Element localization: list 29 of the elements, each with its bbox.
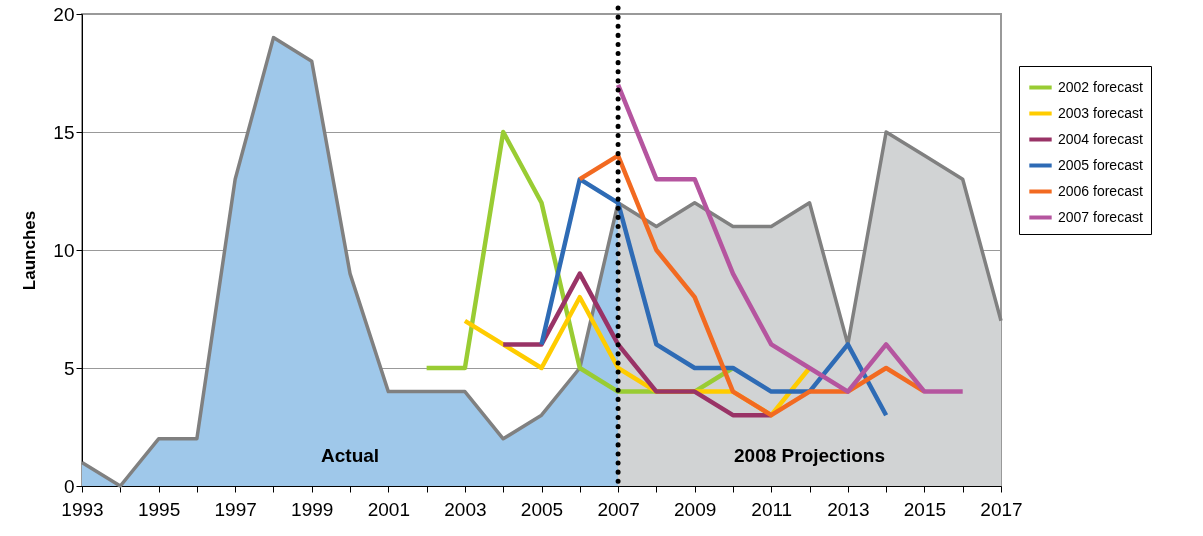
x-tick-label: 2013 [827, 498, 870, 520]
x-tick-label: 2001 [367, 498, 410, 520]
y-tick-label: 20 [53, 3, 75, 25]
x-tick-label: 1995 [137, 498, 181, 520]
legend-label: 2004 forecast [1058, 130, 1143, 147]
x-tick-label: 2011 [751, 498, 793, 520]
x-tick-label: 2003 [444, 498, 487, 520]
legend-label: 2003 forecast [1058, 104, 1143, 121]
line-series [539, 176, 889, 418]
legend-label: 2002 forecast [1058, 78, 1143, 95]
y-tick-label: 15 [53, 121, 75, 143]
x-tick-label: 2007 [597, 498, 640, 520]
x-tick-label: 2015 [903, 498, 947, 520]
x-tick-label: 1993 [61, 498, 104, 520]
series-label: 2008 Projections [734, 445, 886, 466]
y-tick-label: 10 [53, 239, 75, 261]
series-label: Actual [321, 445, 380, 466]
x-tick-label: 2017 [980, 498, 1023, 520]
line-series [615, 82, 965, 394]
y-axis-title: Launches [20, 210, 40, 291]
x-tick-label: 1999 [291, 498, 334, 520]
y-tick-label: 5 [63, 357, 75, 379]
legend-label: 2007 forecast [1058, 208, 1143, 225]
legend-label: 2006 forecast [1058, 182, 1143, 199]
legend-label: 2005 forecast [1058, 156, 1143, 173]
x-tick-label: 1997 [214, 498, 257, 520]
x-tick-label: 2009 [674, 498, 717, 520]
x-tick-label: 2005 [520, 498, 564, 520]
y-tick-label: 0 [63, 475, 75, 497]
